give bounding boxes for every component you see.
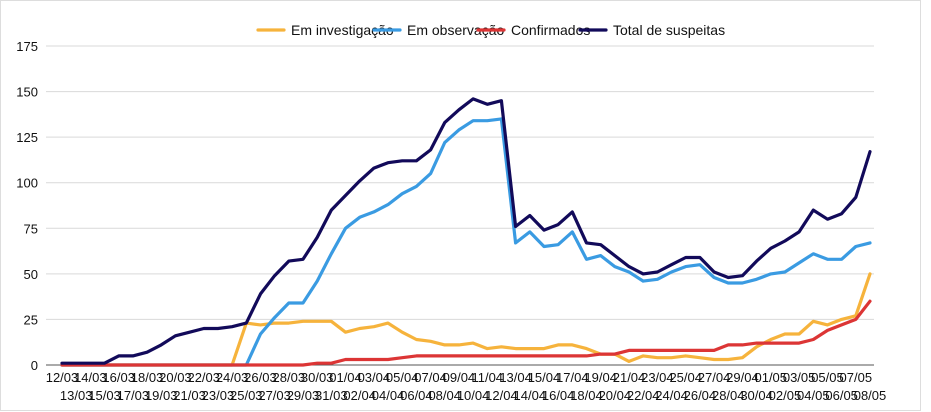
y-tick-label: 0	[31, 358, 38, 373]
series-lines	[60, 97, 872, 367]
x-tick-label: 26/03	[244, 370, 277, 385]
x-tick-label: 14/03	[74, 370, 107, 385]
x-tick-label: 12/03	[46, 370, 79, 385]
y-tick-label: 175	[16, 39, 38, 54]
x-tick-label: 30/03	[301, 370, 334, 385]
x-tick-label: 18/03	[131, 370, 164, 385]
x-tick-label: 12/04	[485, 388, 518, 403]
y-tick-label: 50	[24, 267, 38, 282]
y-tick-label: 25	[24, 312, 38, 327]
y-axis-tick-labels: 0 25 50 75 100 125 150 175	[16, 39, 38, 373]
y-tick-label: 125	[16, 130, 38, 145]
x-tick-label: 25/04	[669, 370, 702, 385]
x-tick-label: 04/04	[372, 388, 405, 403]
x-tick-label: 07/05	[840, 370, 873, 385]
x-tick-label: 24/04	[655, 388, 688, 403]
series-line-3	[60, 299, 872, 367]
x-tick-label: 22/03	[187, 370, 220, 385]
x-tick-label: 06/05	[825, 388, 858, 403]
x-tick-label: 15/04	[528, 370, 561, 385]
x-tick-label: 19/03	[145, 388, 178, 403]
x-tick-label: 10/04	[457, 388, 490, 403]
x-tick-label: 08/04	[428, 388, 461, 403]
x-tick-label: 03/04	[358, 370, 391, 385]
x-tick-label: 08/05	[854, 388, 887, 403]
x-tick-label: 11/04	[471, 370, 503, 385]
x-tick-label: 31/03	[315, 388, 348, 403]
legend-label: Confirmados	[511, 22, 590, 38]
x-tick-label: 13/04	[499, 370, 532, 385]
x-tick-label: 24/03	[216, 370, 249, 385]
x-tick-label: 15/03	[88, 388, 121, 403]
x-tick-label: 20/04	[599, 388, 632, 403]
x-tick-label: 29/03	[287, 388, 320, 403]
x-tick-label: 25/03	[230, 388, 263, 403]
series-line-2	[60, 117, 872, 367]
x-tick-label: 04/05	[797, 388, 830, 403]
x-tick-label: 23/03	[202, 388, 235, 403]
series-line-4	[60, 97, 872, 365]
x-tick-label: 16/04	[542, 388, 575, 403]
x-tick-label: 28/03	[273, 370, 306, 385]
x-tick-label: 05/05	[811, 370, 844, 385]
legend: Em investigação Em observação Confirmados T…	[256, 22, 725, 38]
x-tick-label: 20/03	[159, 370, 192, 385]
x-tick-label: 17/03	[117, 388, 150, 403]
x-tick-label: 21/03	[173, 388, 206, 403]
x-tick-label: 06/04	[400, 388, 433, 403]
x-tick-label: 30/04	[740, 388, 773, 403]
y-tick-label: 100	[16, 176, 38, 191]
x-tick-label: 05/04	[386, 370, 419, 385]
x-tick-label: 01/04	[329, 370, 362, 385]
gridlines	[46, 45, 874, 366]
x-tick-label: 21/04	[613, 370, 646, 385]
x-tick-label: 02/05	[769, 388, 802, 403]
x-tick-label: 27/03	[258, 388, 291, 403]
x-tick-label: 16/03	[102, 370, 135, 385]
x-tick-label: 26/04	[684, 388, 717, 403]
x-axis-tick-labels: 12/03 13/03 14/03 15/03 16/03 17/03 18/03 19/03…	[46, 370, 887, 403]
x-tick-label: 01/05	[754, 370, 787, 385]
x-tick-label: 28/04	[712, 388, 745, 403]
x-tick-label: 07/04	[414, 370, 447, 385]
legend-label: Total de suspeitas	[613, 22, 725, 38]
x-tick-label: 03/05	[783, 370, 816, 385]
x-tick-label: 27/04	[698, 370, 731, 385]
y-tick-label: 150	[16, 85, 38, 100]
x-tick-label: 14/04	[514, 388, 547, 403]
x-tick-label: 13/03	[60, 388, 93, 403]
x-tick-label: 29/04	[726, 370, 759, 385]
legend-label: Em investigação	[291, 22, 394, 38]
legend-label: Em observação	[407, 22, 504, 38]
x-tick-label: 22/04	[627, 388, 660, 403]
x-tick-label: 23/04	[641, 370, 674, 385]
x-tick-label: 19/04	[584, 370, 617, 385]
x-tick-label: 09/04	[443, 370, 476, 385]
x-tick-label: 17/04	[556, 370, 589, 385]
x-tick-label: 02/04	[343, 388, 376, 403]
y-tick-label: 75	[24, 221, 38, 236]
x-tick-label: 18/04	[570, 388, 603, 403]
